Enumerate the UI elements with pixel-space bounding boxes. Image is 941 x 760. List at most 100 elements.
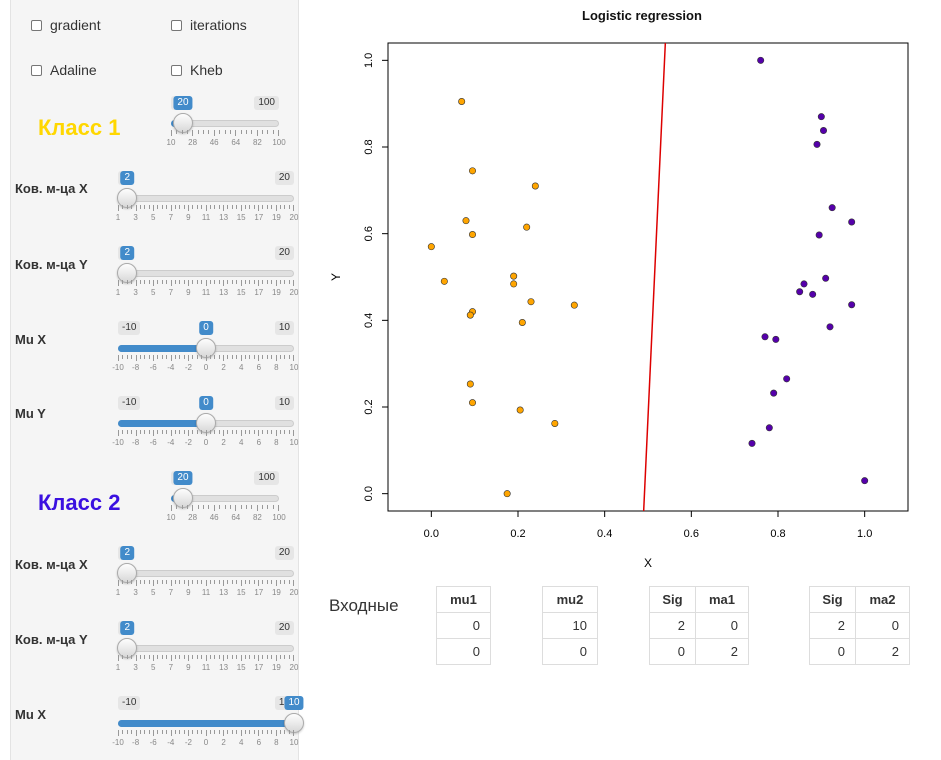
slider-tick <box>223 355 224 361</box>
y-tick-label: 0.8 <box>363 139 375 154</box>
slider-tick-label: 9 <box>186 288 191 297</box>
slider-tick <box>196 580 198 584</box>
slider-tick <box>218 730 220 734</box>
slider-tick <box>293 205 294 211</box>
slider-tick <box>279 430 281 434</box>
slider-tick <box>122 580 124 584</box>
slider-tick <box>205 655 207 661</box>
slider-tick <box>209 430 211 434</box>
slider-tick <box>253 580 255 584</box>
slider-handle[interactable] <box>172 113 193 133</box>
slider-tick <box>214 205 216 209</box>
slider-handle[interactable] <box>284 713 304 733</box>
slider-tick-label: 6 <box>256 363 262 372</box>
slider-tick <box>275 280 277 286</box>
slider-tick <box>240 655 242 661</box>
slider-handle[interactable] <box>172 488 193 508</box>
x-axis-label: X <box>644 556 652 570</box>
slider-tick <box>179 280 181 284</box>
class2-title: Класс 2 <box>38 490 121 515</box>
slider-tick <box>188 580 189 586</box>
adaline-checkbox[interactable]: Adaline <box>31 62 97 78</box>
slider-tick <box>170 655 172 661</box>
slider-track[interactable] <box>118 645 294 652</box>
slider-tick <box>279 655 281 659</box>
data-point <box>817 113 825 121</box>
data-point <box>523 223 531 231</box>
slider-tick <box>166 580 168 584</box>
slider-tick <box>192 130 194 136</box>
data-point <box>516 406 524 414</box>
gradient-checkbox[interactable]: gradient <box>31 17 101 33</box>
slider-tick <box>227 730 229 734</box>
slider-max-label: 10 <box>274 321 294 335</box>
slider-tick <box>227 355 229 359</box>
slider-tick <box>188 205 189 211</box>
slider-tick <box>244 280 246 284</box>
checkbox-box[interactable] <box>31 64 42 76</box>
slider-tick-label: 82 <box>252 138 262 147</box>
class1-title: Класс 1 <box>38 115 121 140</box>
iterations-checkbox[interactable]: iterations <box>171 17 247 33</box>
slider-value-label: 20 <box>173 96 193 110</box>
checkbox-label: Kheb <box>190 62 223 78</box>
slider-tick <box>170 730 172 736</box>
slider-tick <box>244 430 246 434</box>
slider-tick <box>214 355 216 359</box>
table-header: ma1 <box>695 586 749 613</box>
slider-tick <box>266 655 268 659</box>
slider-tick <box>148 205 150 209</box>
slider-tick <box>219 130 221 134</box>
slider-tick <box>148 580 150 584</box>
slider-tick <box>157 355 159 359</box>
slider-tick <box>183 430 185 434</box>
checkbox-box[interactable] <box>171 64 182 76</box>
slider-tick-label: 7 <box>168 588 174 597</box>
slider-tick <box>188 430 189 436</box>
slider-tick <box>253 655 255 659</box>
slider-tick <box>231 280 233 284</box>
data-point <box>783 375 791 383</box>
slider-tick <box>135 730 137 736</box>
checkbox-box[interactable] <box>171 19 182 31</box>
slider-tick <box>170 355 172 361</box>
slider-tick <box>174 580 176 584</box>
slider-tick-label: -4 <box>167 738 175 747</box>
slider-tick-label: 20 <box>289 213 299 222</box>
slider-tick <box>183 355 185 359</box>
slider-tick <box>131 280 133 284</box>
slider-ticks <box>118 580 294 586</box>
slider-tick <box>201 655 203 659</box>
slider-tick <box>235 505 237 511</box>
slider-value-label: 2 <box>120 546 135 560</box>
slider-tick <box>240 280 242 286</box>
slider-tick-label: 11 <box>201 288 211 297</box>
slider-tick <box>249 580 251 584</box>
class1-mu-x-label: Mu X <box>15 332 47 347</box>
slider-tick <box>139 430 141 434</box>
slider-tick <box>236 580 238 584</box>
slider-tick-label: 2 <box>221 363 226 372</box>
slider-tick <box>266 730 268 734</box>
slider-tick-label: -2 <box>184 438 192 447</box>
slider-tick <box>192 430 194 434</box>
slider-max-label: 20 <box>274 621 294 635</box>
slider-tick <box>214 655 216 659</box>
plot-frame <box>387 42 909 512</box>
slider-tick <box>192 655 194 659</box>
data-point <box>761 333 769 341</box>
kheb-checkbox[interactable]: Kheb <box>171 62 223 78</box>
slider-tick <box>205 580 207 586</box>
slider-tick <box>187 130 189 134</box>
slider-max-label: 20 <box>274 171 294 185</box>
slider-tick <box>179 355 181 359</box>
x-tick-label: 1.0 <box>857 528 872 540</box>
slider-tick <box>271 430 273 434</box>
slider-value-label: 10 <box>284 696 304 710</box>
checkbox-box[interactable] <box>31 19 42 31</box>
slider-tick <box>284 655 286 659</box>
class1-cov-y-label: Ков. м-ца Y <box>15 257 88 272</box>
data-point <box>503 490 511 498</box>
slider-tick-label: 20 <box>289 288 299 297</box>
slider-tick <box>209 280 211 284</box>
